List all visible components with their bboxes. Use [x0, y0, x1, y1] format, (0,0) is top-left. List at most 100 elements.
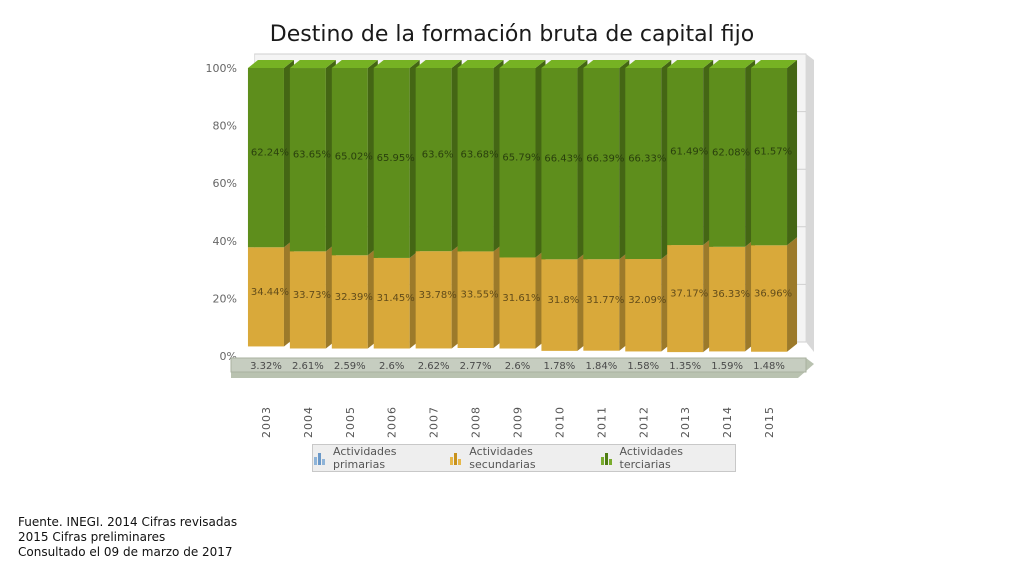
bar-segment	[709, 68, 746, 247]
chart-legend: Actividades primarias Actividades secund…	[312, 444, 736, 472]
bar-side-face	[787, 237, 798, 352]
bar-value-label-primarias: 2.6%	[505, 361, 530, 372]
x-tick-label: 2013	[679, 406, 692, 438]
legend-label-terciarias: Actividades terciarias	[619, 445, 684, 471]
bar-value-label: 32.39%	[335, 292, 373, 303]
source-line-1: Fuente. INEGI. 2014 Cifras revisadas	[18, 515, 238, 529]
bar-value-label: 31.45%	[377, 293, 415, 304]
bar-segment	[667, 67, 704, 246]
bar-value-label-primarias: 1.59%	[711, 361, 743, 372]
bar-value-label-primarias: 1.78%	[544, 361, 576, 372]
bar-segment	[751, 245, 788, 352]
bar-value-label: 33.55%	[461, 290, 499, 301]
bar-value-label: 65.02%	[335, 152, 373, 163]
bar-segment	[625, 68, 662, 260]
y-tick-label: 100%	[206, 62, 237, 75]
bar-segment	[415, 251, 452, 349]
bar-segment	[709, 246, 746, 352]
bar-value-label: 65.79%	[502, 153, 540, 164]
plot-floor-top	[230, 357, 807, 373]
bar-segment	[499, 257, 536, 349]
bar-segment	[583, 259, 620, 351]
legend-item-primarias[interactable]: Actividades primarias	[313, 445, 449, 471]
bar-value-label: 61.49%	[670, 147, 708, 158]
bar-value-label: 63.6%	[422, 150, 454, 161]
bar-value-label: 37.17%	[670, 289, 708, 300]
bar-value-label-primarias: 2.62%	[418, 361, 450, 372]
bar-top-face	[583, 60, 630, 68]
bar-top-face	[415, 60, 462, 68]
bar-segment	[751, 67, 788, 246]
x-tick-label: 2010	[553, 406, 566, 438]
bar-segment	[541, 67, 578, 260]
bar-value-label-primarias: 3.32%	[250, 361, 282, 372]
bar-segment	[289, 68, 326, 252]
x-tick-label: 2009	[512, 406, 525, 438]
bar-value-label: 36.33%	[712, 289, 750, 300]
x-tick-label: 2011	[595, 406, 608, 438]
bar-value-label: 33.78%	[419, 290, 457, 301]
bar-segment	[583, 68, 620, 260]
bar-top-face	[457, 60, 504, 68]
plot-side-wall	[806, 54, 814, 352]
bar-top-face	[751, 59, 798, 68]
bar-segment	[625, 259, 662, 352]
bar-top-face	[667, 59, 714, 68]
bar-top-face	[289, 60, 336, 69]
bar-chart-icon-blue	[313, 452, 325, 465]
bar-value-label: 32.09%	[628, 295, 666, 306]
bar-value-label: 66.43%	[544, 154, 582, 165]
x-tick-label: 2014	[721, 406, 734, 438]
bar-value-label-primarias: 1.84%	[585, 361, 617, 372]
bar-segment	[373, 257, 410, 349]
x-tick-label: 2012	[637, 406, 650, 438]
bar-segment	[667, 245, 704, 353]
bar-side-face	[787, 59, 798, 246]
bar-segment	[331, 68, 368, 256]
chart-title: Destino de la formación bruta de capital…	[269, 22, 755, 47]
bar-value-label: 34.44%	[251, 287, 289, 298]
bar-value-label: 33.73%	[293, 290, 331, 301]
bar-value-label-primarias: 1.58%	[627, 361, 659, 372]
bar-value-label: 66.33%	[628, 154, 666, 165]
bar-value-label: 31.77%	[586, 295, 624, 306]
x-tick-label: 2006	[386, 406, 399, 438]
source-note: Fuente. INEGI. 2014 Cifras revisadas 201…	[18, 515, 237, 560]
bar-top-face	[499, 60, 546, 68]
bar-segment	[331, 255, 368, 349]
x-tick-label: 2003	[260, 406, 273, 438]
bar-value-label-primarias: 1.35%	[669, 361, 701, 372]
bar-segment	[457, 251, 494, 349]
y-tick-label: 60%	[213, 177, 237, 190]
x-tick-label: 2007	[428, 406, 441, 438]
bar-segment	[247, 68, 284, 248]
bar-value-label-primarias: 2.77%	[460, 361, 492, 372]
bar-value-label: 36.96%	[754, 289, 792, 300]
stacked-bar-chart: 0%20%40%60%80%100%34.44%62.24%3.32%20033…	[206, 53, 814, 438]
bar-value-label-primarias: 2.61%	[292, 361, 324, 372]
bar-segment	[373, 68, 410, 258]
bar-value-label-primarias: 1.48%	[753, 361, 785, 372]
legend-item-secundarias[interactable]: Actividades secundarias	[449, 445, 599, 471]
bar-segment	[541, 259, 578, 351]
legend-item-terciarias[interactable]: Actividades terciarias	[600, 445, 736, 471]
bar-value-label: 63.65%	[293, 150, 331, 161]
bar-value-label: 31.61%	[502, 293, 540, 304]
source-line-2: 2015 Cifras preliminares	[18, 530, 166, 544]
x-tick-label: 2004	[302, 406, 315, 438]
bar-top-face	[247, 60, 294, 68]
y-tick-label: 20%	[213, 292, 237, 305]
bar-value-label-primarias: 2.59%	[334, 361, 366, 372]
bar-value-label: 66.39%	[586, 154, 624, 165]
bar-top-face	[709, 60, 756, 68]
bar-value-label: 65.95%	[377, 153, 415, 164]
bar-top-face	[625, 60, 672, 68]
bar-chart-icon-orange	[449, 452, 462, 465]
x-tick-label: 2015	[763, 406, 776, 438]
bar-value-label: 62.24%	[251, 148, 289, 159]
bar-top-face	[541, 59, 588, 68]
bar-segment	[415, 68, 452, 252]
bar-segment	[457, 68, 494, 252]
bar-value-label: 31.8%	[548, 295, 580, 306]
bar-segment	[247, 247, 284, 347]
